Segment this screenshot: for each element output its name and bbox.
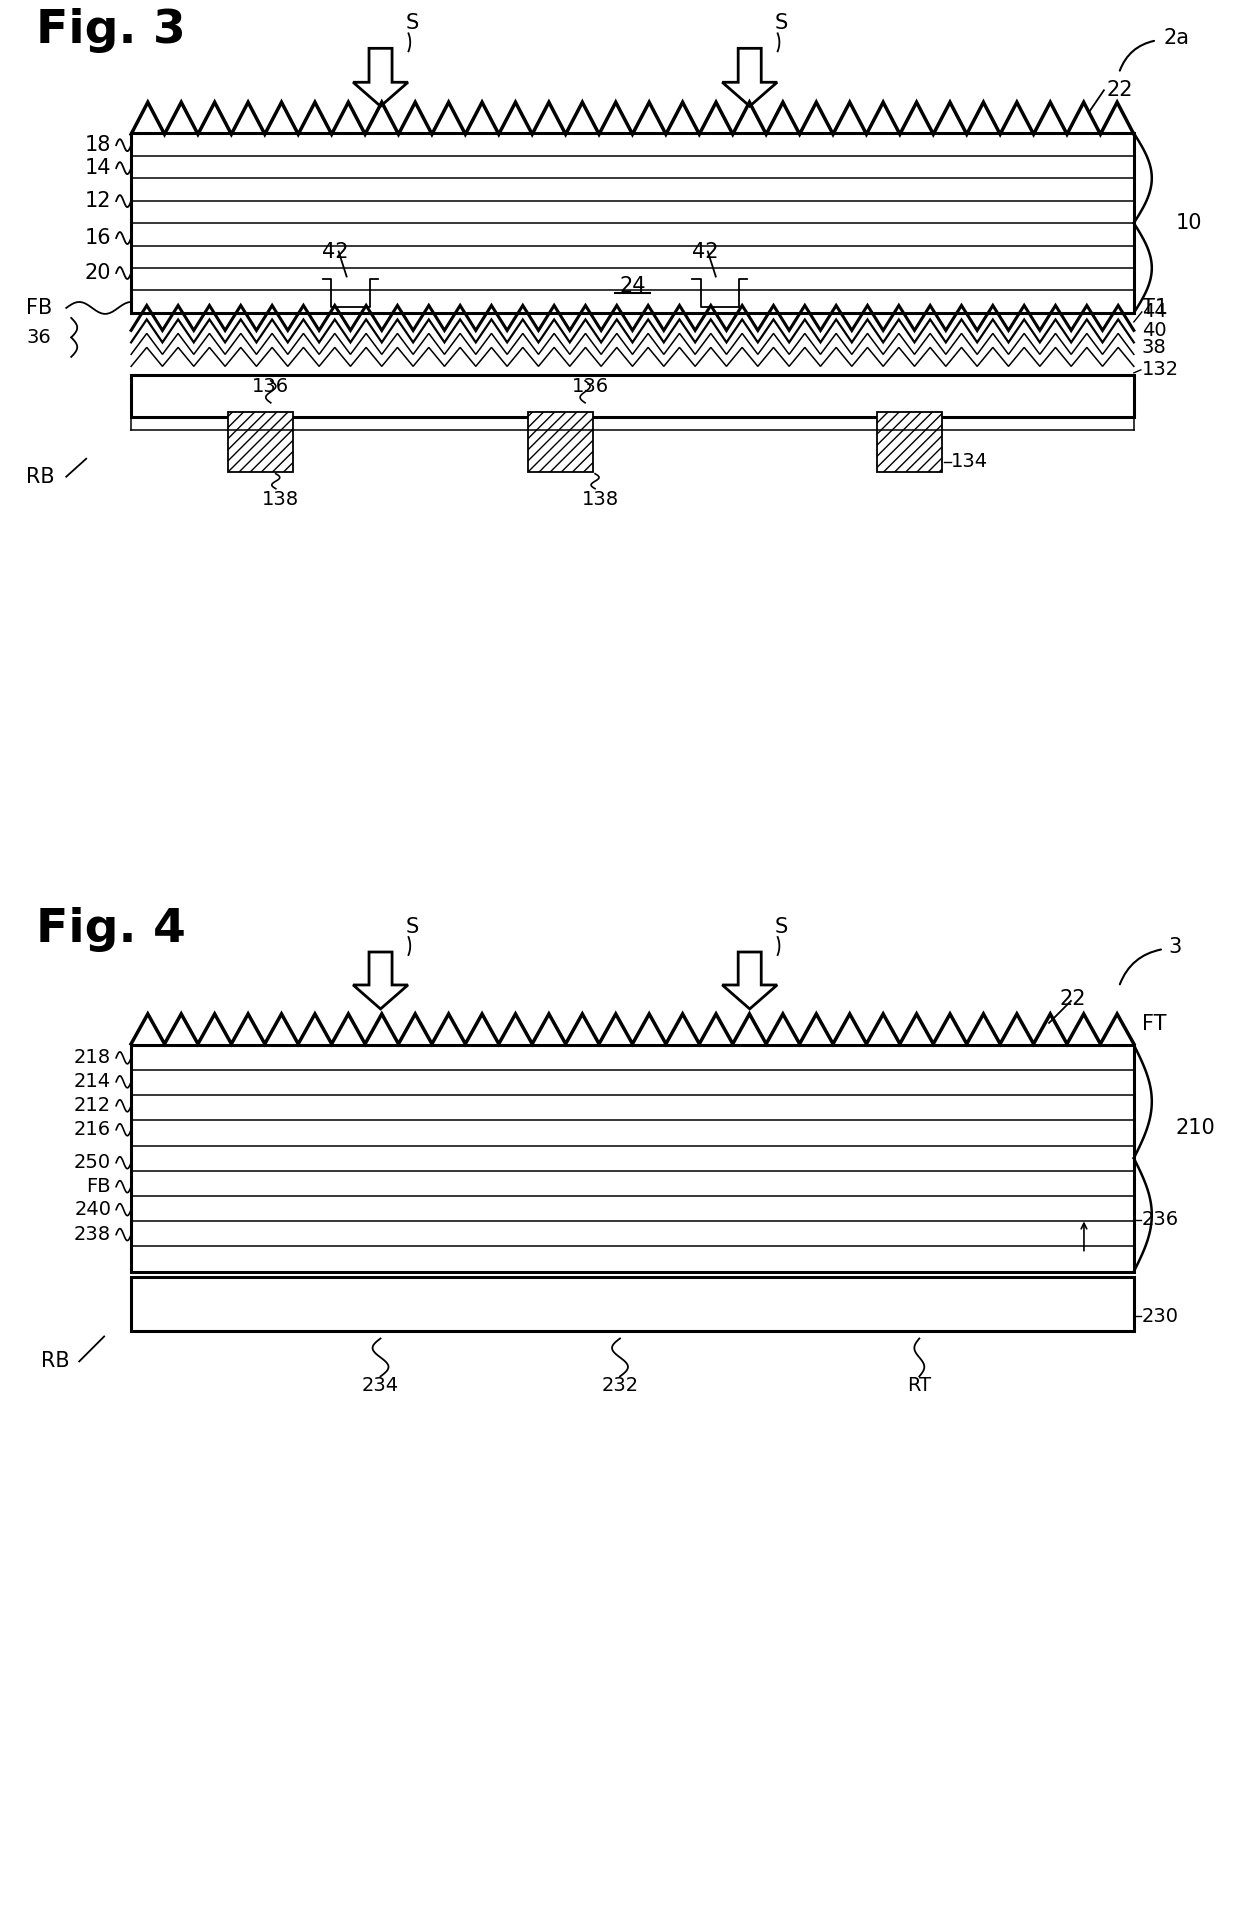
Text: 234: 234	[362, 1376, 399, 1396]
Text: 232: 232	[601, 1376, 639, 1396]
Text: 230: 230	[1142, 1307, 1179, 1327]
Text: 22: 22	[1059, 989, 1085, 1008]
Text: 250: 250	[74, 1154, 112, 1171]
Text: S: S	[405, 13, 419, 33]
Text: 18: 18	[84, 136, 112, 155]
Text: 22: 22	[1107, 81, 1133, 100]
Text: T1: T1	[1142, 297, 1168, 318]
Bar	[131, 132, 1133, 312]
Text: 218: 218	[74, 1049, 112, 1068]
Polygon shape	[722, 48, 777, 105]
Text: 42: 42	[692, 242, 718, 261]
Bar	[131, 376, 1133, 416]
Text: RB: RB	[41, 1351, 69, 1371]
Text: 138: 138	[262, 489, 299, 508]
Text: 136: 136	[572, 378, 609, 395]
Text: FB: FB	[87, 1177, 112, 1196]
Text: 138: 138	[582, 489, 619, 508]
Text: 216: 216	[74, 1120, 112, 1139]
Text: Fig. 4: Fig. 4	[36, 907, 186, 953]
Text: 12: 12	[84, 192, 112, 211]
Text: Fig. 3: Fig. 3	[36, 8, 186, 54]
Text: 24: 24	[619, 276, 646, 295]
Text: 240: 240	[74, 1200, 112, 1219]
Polygon shape	[722, 953, 777, 1008]
Text: S: S	[775, 916, 787, 937]
Text: FB: FB	[26, 297, 52, 318]
Text: 214: 214	[74, 1072, 112, 1091]
Text: 212: 212	[74, 1097, 112, 1116]
Text: 10: 10	[1176, 213, 1203, 234]
Text: FT: FT	[1142, 1014, 1167, 1033]
Text: 2a: 2a	[1164, 29, 1189, 48]
Text: S: S	[405, 916, 419, 937]
Bar	[228, 412, 293, 472]
Text: 36: 36	[26, 328, 51, 347]
Bar	[131, 1045, 1133, 1271]
Text: 238: 238	[74, 1225, 112, 1244]
Text: 42: 42	[322, 242, 348, 261]
Text: 40: 40	[1142, 322, 1167, 341]
Text: 14: 14	[84, 157, 112, 178]
Text: 3: 3	[1169, 937, 1182, 957]
Text: 20: 20	[84, 263, 112, 284]
Bar	[877, 412, 941, 472]
Text: RB: RB	[26, 466, 55, 487]
Polygon shape	[353, 953, 408, 1008]
Text: 134: 134	[951, 452, 988, 472]
Text: 44: 44	[1142, 303, 1167, 322]
Text: 236: 236	[1142, 1210, 1179, 1229]
Bar	[528, 412, 593, 472]
Text: RT: RT	[908, 1376, 931, 1396]
Text: 132: 132	[1142, 360, 1179, 380]
Text: S: S	[775, 13, 787, 33]
Text: 136: 136	[252, 378, 289, 395]
Bar	[131, 1277, 1133, 1332]
Text: 210: 210	[1176, 1118, 1215, 1139]
Text: 16: 16	[84, 228, 112, 247]
Text: 38: 38	[1142, 339, 1167, 357]
Polygon shape	[353, 48, 408, 105]
